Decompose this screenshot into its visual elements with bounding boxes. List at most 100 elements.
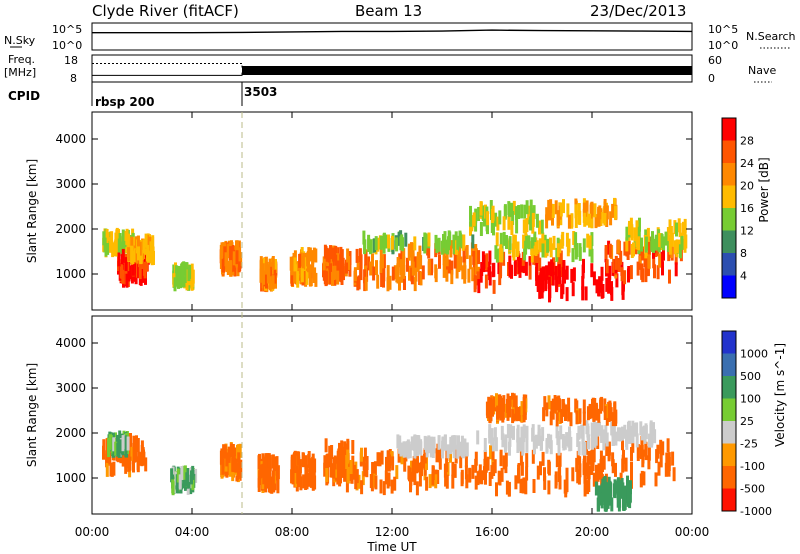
freq-dense-band <box>242 66 692 75</box>
data-cell <box>547 261 551 276</box>
data-cell <box>267 265 271 280</box>
data-cell <box>493 459 497 474</box>
data-cell <box>619 250 623 265</box>
data-cell <box>643 253 647 268</box>
data-cell <box>177 274 180 289</box>
data-cell <box>427 244 431 259</box>
data-cell <box>301 255 305 270</box>
data-cell <box>468 467 472 482</box>
data-cell <box>427 439 431 454</box>
data-cell <box>464 453 468 468</box>
data-cell <box>533 231 537 246</box>
data-cell <box>602 455 606 470</box>
data-cell <box>613 401 617 416</box>
data-cell <box>427 259 431 273</box>
data-cell <box>489 445 492 460</box>
data-cell <box>346 438 350 453</box>
data-cell <box>471 464 475 479</box>
data-cell <box>593 398 597 412</box>
data-cell <box>671 451 675 466</box>
data-cell <box>680 235 684 250</box>
data-cell <box>617 258 621 272</box>
data-cell <box>520 426 524 441</box>
data-cell <box>575 400 579 415</box>
data-cell <box>490 219 494 233</box>
data-cell <box>641 268 645 283</box>
data-cell <box>537 424 541 439</box>
data-cell <box>489 397 493 412</box>
data-cell <box>488 472 492 486</box>
data-cell <box>567 407 571 422</box>
data-cell <box>453 435 457 450</box>
data-cell <box>510 221 514 235</box>
xtick-label: 00:00 <box>675 525 710 539</box>
data-cell <box>555 453 559 468</box>
data-cell <box>482 254 486 269</box>
data-cell <box>298 463 302 478</box>
data-cell <box>384 470 388 485</box>
data-cell <box>443 434 447 449</box>
data-cell <box>611 432 615 446</box>
colorbar-tick-label: 8 <box>740 247 747 260</box>
nave-ytick-right-top: 60 <box>708 54 722 67</box>
data-cell <box>472 250 476 265</box>
colorbar-tick-label: -100 <box>740 460 765 473</box>
data-cell <box>306 252 310 267</box>
data-cell <box>666 438 670 453</box>
data-cell <box>522 424 526 439</box>
data-cell <box>134 436 138 451</box>
data-cell <box>120 264 124 279</box>
data-cell <box>134 447 138 462</box>
power-colorbar-label: Power [dB] <box>757 157 771 222</box>
colorbar-frame <box>721 330 737 512</box>
data-cell <box>623 270 627 285</box>
data-cell <box>402 248 406 263</box>
data-cell <box>495 248 499 263</box>
data-cell <box>541 232 545 247</box>
data-cell <box>599 459 603 474</box>
data-cell <box>386 474 390 489</box>
data-cell <box>376 452 380 467</box>
data-cell <box>512 234 516 249</box>
data-cell <box>515 407 519 422</box>
data-cell <box>298 253 302 268</box>
data-cell <box>369 261 373 276</box>
data-cell <box>492 279 496 294</box>
data-cell <box>343 451 347 466</box>
data-cell <box>376 237 380 252</box>
data-cell <box>271 275 275 290</box>
data-cell <box>114 441 118 456</box>
data-cell <box>538 284 542 299</box>
xtick-label: 16:00 <box>475 525 510 539</box>
data-cell <box>304 455 308 470</box>
data-cell <box>325 247 329 262</box>
data-cell <box>531 212 535 227</box>
data-cell <box>415 481 419 496</box>
data-cell <box>380 273 384 287</box>
nsky-ytick-left-bottom: 10^0 <box>52 39 82 52</box>
data-cell <box>369 239 373 254</box>
data-cell <box>621 482 625 497</box>
colorbar-swatch <box>722 466 736 489</box>
data-cell <box>311 250 315 265</box>
data-cell <box>565 232 569 247</box>
data-cell <box>138 241 142 256</box>
data-cell <box>473 245 477 260</box>
data-cell <box>621 436 624 451</box>
data-cell <box>437 237 441 252</box>
data-cell <box>588 235 592 250</box>
data-cell <box>476 471 480 486</box>
data-cell <box>496 216 500 231</box>
data-cell <box>307 472 311 487</box>
data-cell <box>628 220 631 235</box>
colorbar-tick-label: -25 <box>740 438 758 451</box>
data-cell <box>605 277 609 292</box>
data-cell <box>434 264 438 279</box>
data-cell <box>650 431 654 446</box>
data-cell <box>142 239 146 254</box>
data-cell <box>171 479 175 494</box>
data-cell <box>127 247 131 262</box>
data-cell <box>127 446 131 461</box>
data-cell <box>480 262 484 276</box>
data-cell <box>551 271 555 286</box>
